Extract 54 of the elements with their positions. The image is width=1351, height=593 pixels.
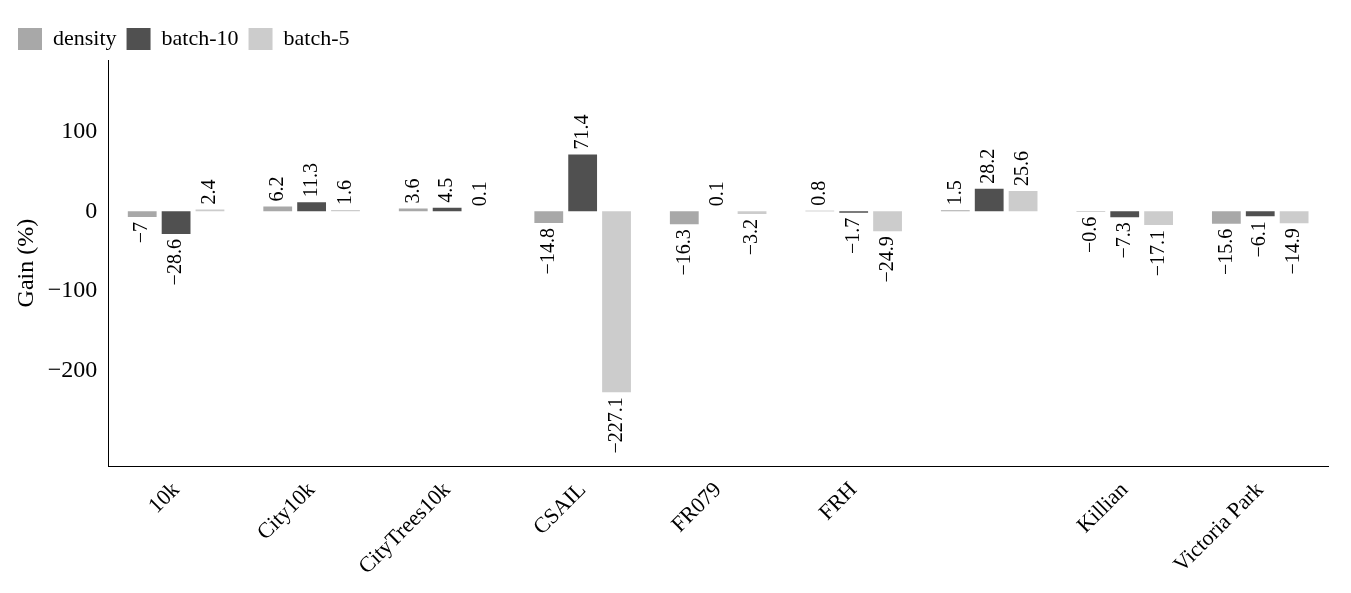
data-label: 28.2	[976, 148, 999, 184]
data-label: −0.6	[1078, 216, 1101, 254]
y-axis-title: Gain (%)	[11, 218, 38, 308]
data-label: −7	[129, 221, 152, 244]
y-tick-label: 100	[61, 116, 98, 143]
bar	[1144, 211, 1173, 225]
data-label: −6.1	[1247, 221, 1270, 258]
legend-label: batch-10	[161, 24, 239, 50]
data-label: 4.5	[434, 177, 457, 203]
data-label: 71.4	[569, 114, 592, 150]
bar	[263, 206, 293, 212]
bar	[534, 211, 564, 224]
data-label: 25.6	[1010, 150, 1033, 186]
bar	[127, 211, 157, 217]
data-label: 11.3	[298, 163, 321, 198]
y-tick-label: −200	[47, 355, 98, 382]
bar	[1008, 190, 1038, 212]
data-label: −14.9	[1281, 228, 1304, 275]
data-label: 3.6	[400, 178, 423, 204]
bar	[873, 211, 902, 232]
data-label: 0.1	[705, 181, 728, 207]
data-label: −16.3	[671, 229, 694, 276]
data-label: −3.2	[739, 218, 762, 256]
data-label: −7.3	[1111, 222, 1134, 259]
data-label: 6.2	[264, 176, 287, 202]
bar	[1279, 211, 1309, 224]
data-label: 1.6	[332, 180, 355, 206]
data-label: 0.8	[807, 180, 830, 206]
data-label: −24.9	[874, 236, 897, 283]
data-label: 2.4	[197, 179, 220, 205]
data-label: 1.5	[942, 180, 965, 206]
legend-label: batch-5	[283, 24, 350, 50]
bar	[602, 211, 631, 393]
x-tick-label: 10k	[142, 476, 184, 518]
bar	[1110, 211, 1140, 218]
bar	[669, 211, 699, 225]
bar	[161, 211, 191, 235]
data-label: −28.6	[163, 239, 186, 286]
y-tick-label: −100	[47, 276, 98, 303]
data-label: −17.1	[1145, 229, 1168, 277]
bar	[568, 154, 598, 212]
bar	[1245, 211, 1275, 217]
data-label: −1.7	[840, 217, 863, 254]
data-label: −15.6	[1213, 228, 1236, 276]
data-label: −14.8	[536, 228, 559, 275]
bar	[974, 188, 1004, 212]
legend-label: density	[53, 24, 117, 50]
y-tick-label: 0	[85, 196, 98, 223]
bar	[398, 208, 428, 212]
bar	[297, 202, 327, 212]
bar	[737, 211, 767, 214]
bar	[1211, 211, 1241, 224]
data-label: 0.1	[468, 181, 491, 207]
data-label: −227.1	[603, 397, 626, 454]
